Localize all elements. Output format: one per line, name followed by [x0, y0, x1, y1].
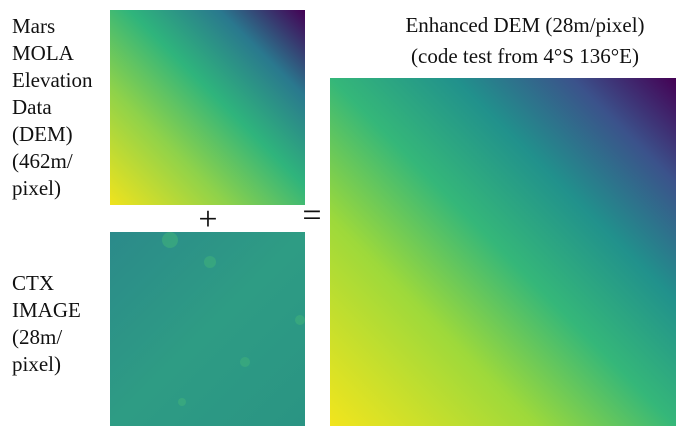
ctx-label: CTX IMAGE (28m/ pixel) — [12, 271, 81, 376]
label-line: Enhanced DEM (28m/pixel) — [405, 13, 644, 37]
label-line: (DEM) — [12, 122, 73, 146]
label-line: CTX — [12, 271, 54, 295]
label-line: MOLA — [12, 41, 75, 65]
label-line: pixel) — [12, 352, 61, 376]
label-line: Mars — [12, 14, 55, 38]
dem-label: Mars MOLA Elevation Data (DEM) (462m/ pi… — [12, 14, 93, 200]
label-line: (28m/ — [12, 325, 62, 349]
label-line: IMAGE — [12, 298, 81, 322]
result-label: Enhanced DEM (28m/pixel) (code test from… — [405, 13, 644, 68]
label-line: (462m/ — [12, 149, 73, 173]
enhanced-dem-image — [330, 78, 676, 426]
label-line: (code test from 4°S 136°E) — [411, 44, 639, 68]
label-line: Data — [12, 95, 52, 119]
label-line: pixel) — [12, 176, 61, 200]
figure: Mars MOLA Elevation Data (DEM) (462m/ pi… — [0, 0, 676, 426]
plus-sign: + — [198, 201, 217, 238]
equals-sign: = — [302, 197, 321, 234]
label-line: Elevation — [12, 68, 93, 92]
dem-image — [110, 10, 305, 205]
